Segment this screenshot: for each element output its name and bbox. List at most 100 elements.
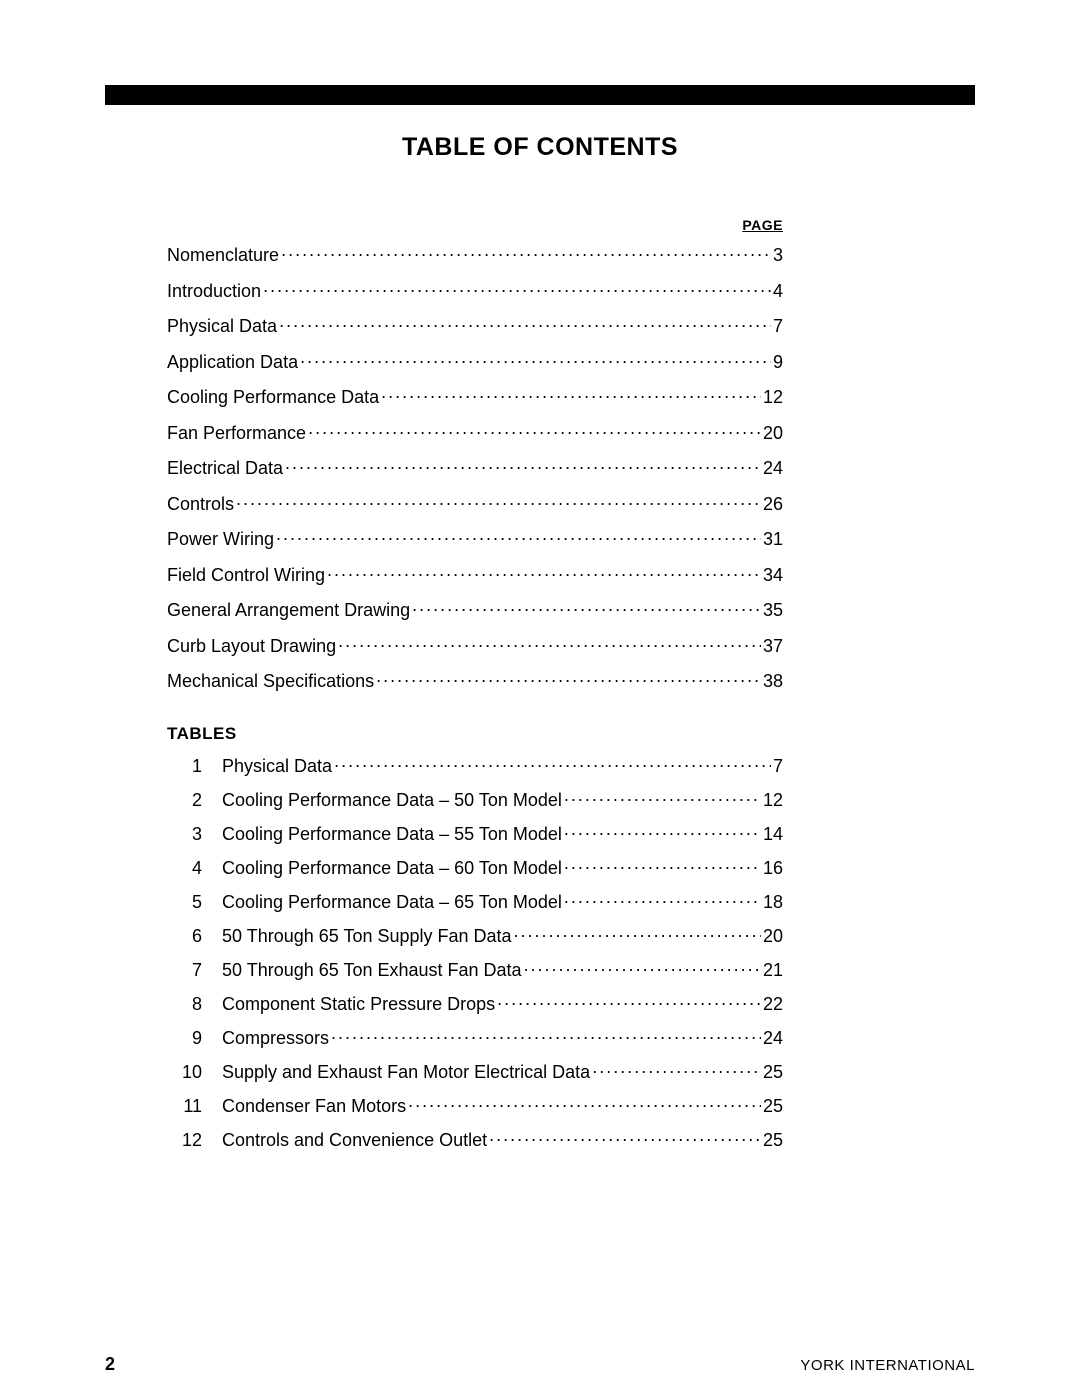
table-entry: 11Condenser Fan Motors25	[167, 1094, 783, 1117]
table-entry-number: 2	[167, 790, 202, 811]
toc-entry-page: 20	[763, 423, 783, 444]
toc-leader-dots	[564, 788, 761, 806]
toc-entry: General Arrangement Drawing 35	[167, 598, 783, 621]
toc-leader-dots	[514, 924, 761, 942]
publisher: YORK INTERNATIONAL	[800, 1357, 975, 1374]
table-entry-number: 12	[167, 1130, 202, 1151]
toc-entry-page: 7	[773, 316, 783, 337]
table-entry-title: 50 Through 65 Ton Supply Fan Data	[222, 926, 512, 947]
table-entry-number: 7	[167, 960, 202, 981]
table-entry-number: 5	[167, 892, 202, 913]
toc-leader-dots	[308, 421, 761, 439]
page-number: 2	[105, 1354, 115, 1375]
table-entry-page: 25	[763, 1062, 783, 1083]
table-entry-page: 20	[763, 926, 783, 947]
table-entry-number: 8	[167, 994, 202, 1015]
table-entry-page: 7	[773, 756, 783, 777]
toc-leader-dots	[236, 492, 761, 510]
toc-entry: Fan Performance20	[167, 421, 783, 444]
table-entry: 6 50 Through 65 Ton Supply Fan Data 20	[167, 924, 783, 947]
table-entry-page: 14	[763, 824, 783, 845]
toc-leader-dots	[381, 385, 761, 403]
toc-entry: Power Wiring31	[167, 527, 783, 550]
table-entry-number: 3	[167, 824, 202, 845]
toc-entry-page: 31	[763, 529, 783, 550]
table-entry-title: Cooling Performance Data – 60 Ton Model	[222, 858, 562, 879]
table-entry: 5Cooling Performance Data – 65 Ton Model…	[167, 890, 783, 913]
toc-entry-page: 34	[763, 565, 783, 586]
toc-leader-dots	[279, 314, 771, 332]
table-entry-title: Physical Data	[222, 756, 332, 777]
table-entry: 4 Cooling Performance Data – 60 Ton Model…	[167, 856, 783, 879]
page-column-header: PAGE	[105, 217, 975, 233]
table-entry-title: Compressors	[222, 1028, 329, 1049]
page-footer: 2 YORK INTERNATIONAL	[105, 1354, 975, 1375]
tables-heading: TABLES	[105, 724, 975, 744]
toc-entry: Controls 26	[167, 492, 783, 515]
toc-leader-dots	[564, 890, 761, 908]
toc-entry: Physical Data7	[167, 314, 783, 337]
toc-entry: Electrical Data 24	[167, 456, 783, 479]
toc-entry-page: 9	[773, 352, 783, 373]
toc-entry: Application Data9	[167, 350, 783, 373]
toc-leader-dots	[412, 598, 761, 616]
toc-entry-page: 24	[763, 458, 783, 479]
toc-leader-dots	[376, 669, 761, 687]
toc-leader-dots	[327, 563, 761, 581]
top-horizontal-rule	[105, 85, 975, 105]
toc-entry: Field Control Wiring34	[167, 563, 783, 586]
toc-leader-dots	[263, 279, 771, 297]
toc-entry-title: General Arrangement Drawing	[167, 600, 410, 621]
table-entry-page: 16	[763, 858, 783, 879]
toc-entry-title: Cooling Performance Data	[167, 387, 379, 408]
table-entry-number: 6	[167, 926, 202, 947]
table-entry-number: 4	[167, 858, 202, 879]
toc-entry: Introduction4	[167, 279, 783, 302]
table-entry-number: 1	[167, 756, 202, 777]
toc-entry-page: 3	[773, 245, 783, 266]
toc-entry-title: Curb Layout Drawing	[167, 636, 336, 657]
table-entry-page: 12	[763, 790, 783, 811]
toc-entry-page: 38	[763, 671, 783, 692]
toc-leader-dots	[334, 754, 771, 772]
tables-list: 1 Physical Data 7 2 Cooling Performance Data…	[105, 754, 975, 1151]
toc-list: Nomenclature 3 Introduction4 Physical Data7…	[105, 243, 975, 692]
table-entry-title: Component Static Pressure Drops	[222, 994, 495, 1015]
toc-entry-title: Controls	[167, 494, 234, 515]
table-entry-title: 50 Through 65 Ton Exhaust Fan Data	[222, 960, 522, 981]
table-entry: 2 Cooling Performance Data – 50 Ton Model…	[167, 788, 783, 811]
toc-entry-page: 12	[763, 387, 783, 408]
toc-leader-dots	[524, 958, 761, 976]
table-entry: 10Supply and Exhaust Fan Motor Electrica…	[167, 1060, 783, 1083]
toc-leader-dots	[408, 1094, 761, 1112]
table-entry: 7 50 Through 65 Ton Exhaust Fan Data 21	[167, 958, 783, 981]
table-entry-title: Condenser Fan Motors	[222, 1096, 406, 1117]
table-entry: 9 Compressors 24	[167, 1026, 783, 1049]
table-entry-page: 25	[763, 1096, 783, 1117]
table-entry: 8 Component Static Pressure Drops 22	[167, 992, 783, 1015]
toc-leader-dots	[331, 1026, 761, 1044]
toc-leader-dots	[300, 350, 771, 368]
toc-entry-page: 37	[763, 636, 783, 657]
toc-leader-dots	[276, 527, 761, 545]
toc-leader-dots	[497, 992, 761, 1010]
toc-entry-page: 26	[763, 494, 783, 515]
toc-leader-dots	[285, 456, 761, 474]
table-entry-page: 22	[763, 994, 783, 1015]
toc-leader-dots	[592, 1060, 761, 1078]
table-entry-page: 21	[763, 960, 783, 981]
toc-entry-page: 35	[763, 600, 783, 621]
toc-entry: Cooling Performance Data 12	[167, 385, 783, 408]
toc-entry-title: Nomenclature	[167, 245, 279, 266]
toc-entry-title: Mechanical Specifications	[167, 671, 374, 692]
table-entry-title: Controls and Convenience Outlet	[222, 1130, 487, 1151]
toc-entry: Mechanical Specifications 38	[167, 669, 783, 692]
toc-entry-title: Electrical Data	[167, 458, 283, 479]
table-entry-title: Cooling Performance Data – 50 Ton Model	[222, 790, 562, 811]
table-entry-page: 18	[763, 892, 783, 913]
table-entry-title: Supply and Exhaust Fan Motor Electrical …	[222, 1062, 590, 1083]
table-entry-number: 9	[167, 1028, 202, 1049]
toc-leader-dots	[489, 1128, 761, 1146]
table-entry-page: 24	[763, 1028, 783, 1049]
page-title: TABLE OF CONTENTS	[105, 133, 975, 162]
